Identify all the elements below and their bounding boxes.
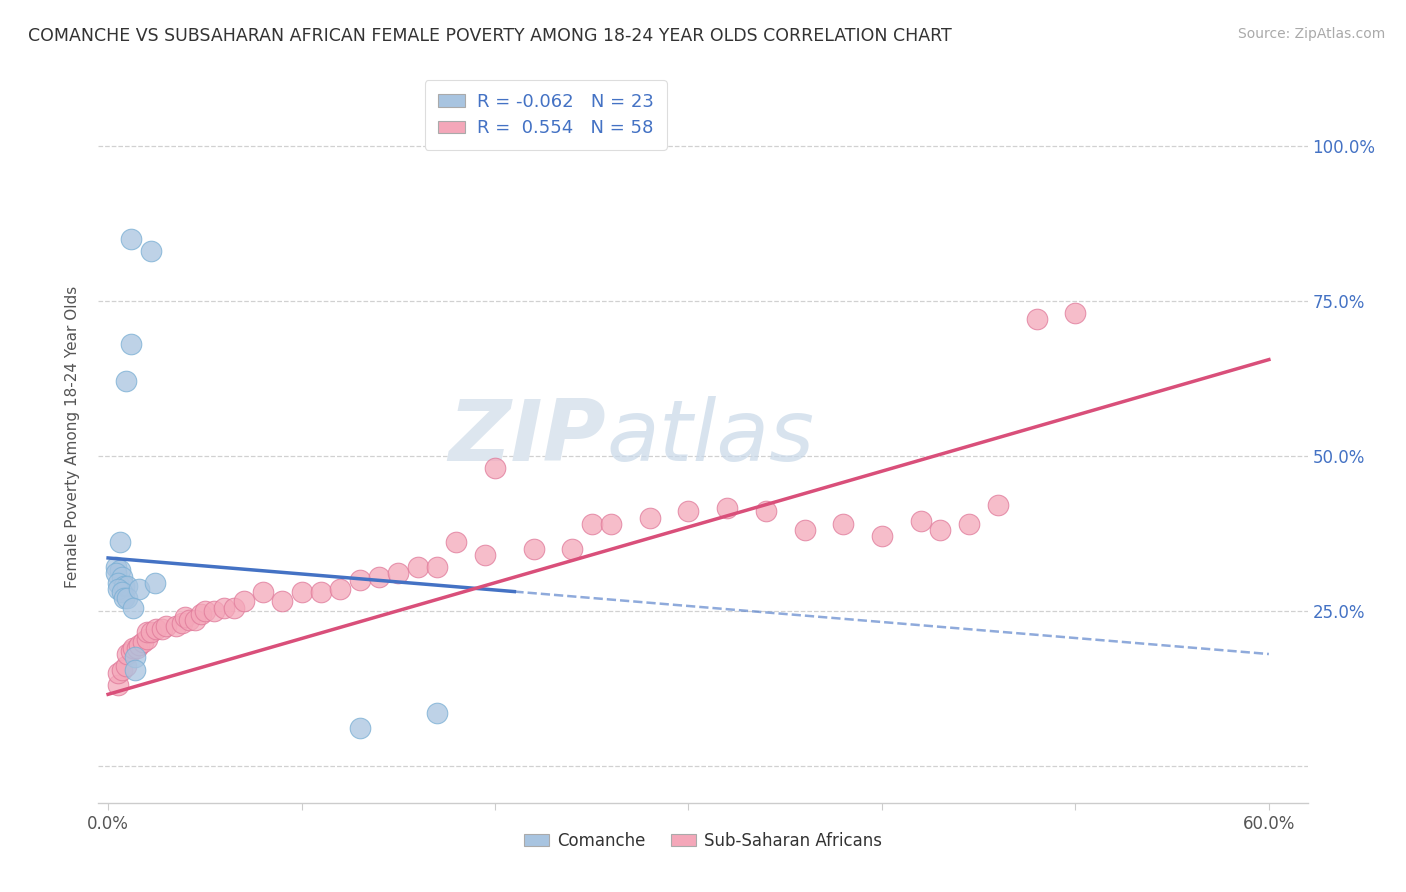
Point (957, 516, 980, 531)
Point (135, 625, 157, 640)
Point (107, 582, 129, 596)
Point (1064, 306, 1087, 320)
Point (107, 678, 129, 692)
Point (179, 613, 201, 627)
Point (368, 569, 391, 583)
Point (124, 650, 146, 665)
Point (150, 622, 173, 636)
Point (104, 560, 127, 574)
Point (124, 663, 146, 677)
Point (290, 585, 312, 599)
Text: Source: ZipAtlas.com: Source: ZipAtlas.com (1237, 27, 1385, 41)
Point (111, 585, 134, 599)
Point (170, 615, 193, 630)
Text: ZIP: ZIP (449, 395, 606, 479)
Point (329, 582, 352, 596)
Point (387, 566, 409, 581)
Point (128, 638, 150, 652)
Point (446, 535, 468, 549)
Point (561, 541, 583, 556)
Point (349, 573, 371, 587)
Point (232, 594, 254, 608)
Point (111, 663, 134, 677)
Point (484, 461, 506, 475)
Point (143, 575, 166, 590)
Y-axis label: Female Poverty Among 18-24 Year Olds: Female Poverty Among 18-24 Year Olds (65, 286, 80, 588)
Point (523, 541, 546, 556)
Point (406, 560, 429, 574)
Point (474, 548, 496, 562)
Point (870, 529, 893, 543)
Point (793, 523, 815, 537)
Point (212, 600, 235, 615)
Point (987, 498, 1010, 512)
Point (120, 337, 142, 351)
Point (132, 634, 155, 648)
Point (194, 604, 217, 618)
Point (190, 607, 212, 621)
Point (145, 622, 167, 636)
Point (111, 569, 134, 583)
Point (117, 579, 139, 593)
Text: atlas: atlas (606, 395, 814, 479)
Point (128, 582, 150, 596)
Point (114, 374, 136, 388)
Point (108, 535, 131, 549)
Point (349, 722, 371, 736)
Point (678, 504, 700, 518)
Point (139, 625, 162, 640)
Point (120, 232, 142, 246)
Point (117, 647, 139, 661)
Point (165, 619, 187, 633)
Point (638, 510, 661, 524)
Point (755, 504, 778, 518)
Point (122, 600, 145, 615)
Point (155, 619, 177, 633)
Point (104, 566, 127, 581)
Point (600, 516, 623, 531)
Point (204, 604, 226, 618)
Point (252, 585, 274, 599)
Point (929, 523, 952, 537)
Point (114, 659, 136, 673)
Point (107, 665, 129, 680)
Point (122, 640, 145, 655)
Point (107, 575, 129, 590)
Point (581, 516, 603, 531)
Point (271, 594, 294, 608)
Point (112, 579, 135, 593)
Point (117, 591, 139, 606)
Point (174, 610, 197, 624)
Point (910, 514, 932, 528)
Legend: Comanche, Sub-Saharan Africans: Comanche, Sub-Saharan Africans (517, 825, 889, 856)
Point (1025, 312, 1047, 326)
Point (135, 632, 157, 646)
Point (832, 516, 855, 531)
Point (426, 560, 449, 574)
Point (309, 585, 332, 599)
Point (139, 244, 162, 259)
Point (222, 600, 245, 615)
Point (716, 501, 738, 516)
Point (127, 640, 149, 655)
Point (120, 644, 142, 658)
Text: COMANCHE VS SUBSAHARAN AFRICAN FEMALE POVERTY AMONG 18-24 YEAR OLDS CORRELATION : COMANCHE VS SUBSAHARAN AFRICAN FEMALE PO… (28, 27, 952, 45)
Point (108, 563, 131, 577)
Point (426, 706, 449, 720)
Point (112, 591, 135, 606)
Point (184, 613, 207, 627)
